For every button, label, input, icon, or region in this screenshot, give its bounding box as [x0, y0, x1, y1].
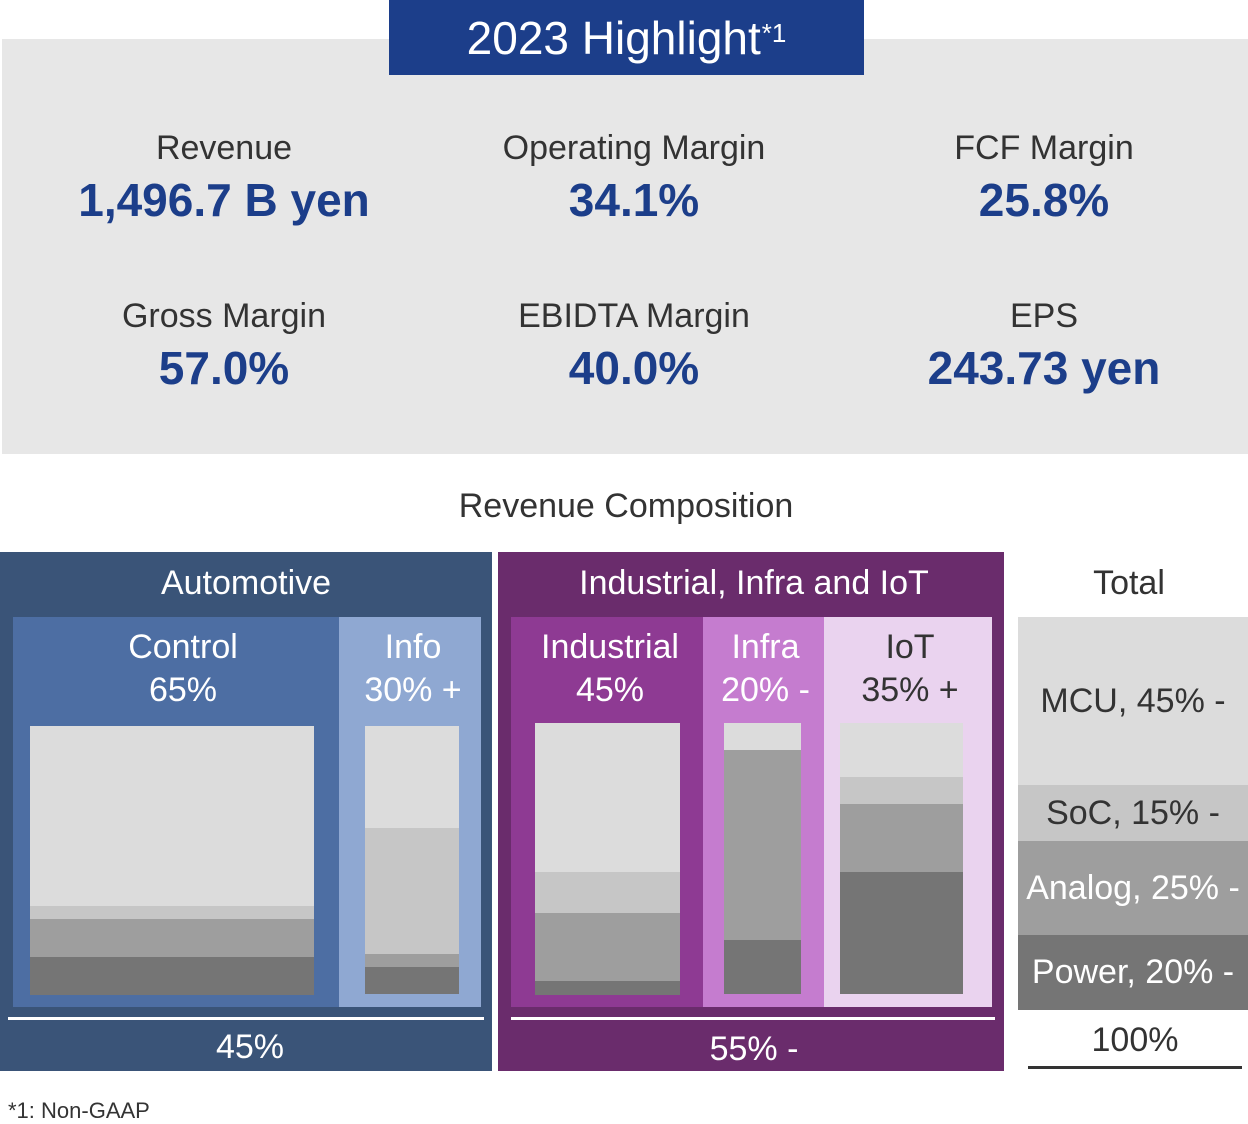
mix-bar-infra-mcu	[724, 723, 801, 750]
metric-value: 34.1%	[568, 174, 700, 226]
sub-control-share: 65%	[148, 671, 218, 709]
metric-revenue: Revenue 1,496.7 B yen	[14, 128, 434, 228]
metric-operating-margin: Operating Margin 34.1%	[424, 128, 844, 228]
automotive-divider	[8, 1017, 484, 1020]
metric-label: FCF Margin	[954, 129, 1134, 167]
highlight-title-text: 2023 Highlight	[466, 11, 761, 64]
sub-industrial-share: 45%	[575, 671, 645, 709]
mix-bar-iot-analog	[840, 804, 963, 872]
metric-label: Gross Margin	[121, 297, 327, 335]
total-underline	[1028, 1066, 1242, 1069]
mix-bar-info-soc	[365, 828, 459, 954]
mix-bar-info-power	[365, 967, 459, 994]
metric-label: Revenue	[155, 129, 293, 167]
composition-title: Revenue Composition	[458, 487, 794, 525]
sub-industrial-label: Industrial	[541, 628, 679, 666]
sub-info-label: Info	[384, 628, 442, 666]
total-segment-soc: SoC, 15% -	[1018, 785, 1248, 841]
mix-bar-industrial-mcu	[535, 723, 680, 872]
sub-infra-share: 20% -	[721, 671, 810, 709]
metric-label: EBIDTA Margin	[518, 297, 750, 335]
mix-bar-iot-power	[840, 872, 963, 994]
metric-label: EPS	[1009, 297, 1079, 335]
total-label: Total	[1093, 564, 1165, 602]
total-segment-analog: Analog, 25% -	[1018, 841, 1248, 935]
mix-bar-industrial-analog	[535, 913, 680, 981]
mix-bar-industrial-soc	[535, 872, 680, 913]
industrial-divider	[511, 1017, 995, 1020]
mix-bar-infra-analog	[724, 750, 801, 940]
metric-value: 57.0%	[158, 342, 290, 394]
metric-eps: EPS 243.73 yen	[834, 296, 1248, 396]
metric-value: 25.8%	[978, 174, 1110, 226]
mix-bar-iot-mcu	[840, 723, 963, 777]
total-sum: 100%	[1091, 1021, 1179, 1059]
mix-bar-info-mcu	[365, 726, 459, 828]
footnote: *1: Non-GAAP	[8, 1098, 150, 1123]
highlight-panel	[2, 39, 1248, 454]
sub-info-share: 30% +	[364, 671, 462, 709]
mix-bar-industrial-power	[535, 981, 680, 995]
mix-bar-control-power	[30, 957, 314, 995]
mix-bar-info-analog	[365, 954, 459, 967]
group-industrial-label: Industrial, Infra and IoT	[579, 564, 929, 602]
metric-ebidta-margin: EBIDTA Margin 40.0%	[424, 296, 844, 396]
sub-control-label: Control	[128, 628, 238, 666]
mix-bar-control-soc	[30, 906, 314, 919]
sub-iot-label: IoT	[885, 628, 935, 666]
mix-bar-control-analog	[30, 919, 314, 957]
metric-label: Operating Margin	[502, 129, 766, 167]
sub-iot-share: 35% +	[861, 671, 959, 709]
total-segment-power: Power, 20% -	[1018, 935, 1248, 1010]
sub-infra-label: Infra	[731, 628, 800, 666]
mix-bar-control-mcu	[30, 726, 314, 906]
highlight-title: 2023 Highlight *1	[389, 0, 864, 75]
highlight-title-footnote-mark: *1	[761, 18, 787, 48]
metric-fcf-margin: FCF Margin 25.8%	[834, 128, 1248, 228]
group-automotive-label: Automotive	[160, 564, 332, 602]
metric-gross-margin: Gross Margin 57.0%	[14, 296, 434, 396]
mix-bar-iot-soc	[840, 777, 963, 804]
metric-value: 243.73 yen	[927, 342, 1161, 394]
total-segment-mcu: MCU, 45% -	[1018, 617, 1248, 785]
group-automotive-share: 45%	[215, 1028, 285, 1066]
metric-value: 40.0%	[568, 342, 700, 394]
metric-value: 1,496.7 B yen	[78, 174, 370, 226]
mix-bar-infra-power	[724, 940, 801, 994]
group-industrial-share: 55% -	[709, 1030, 799, 1068]
